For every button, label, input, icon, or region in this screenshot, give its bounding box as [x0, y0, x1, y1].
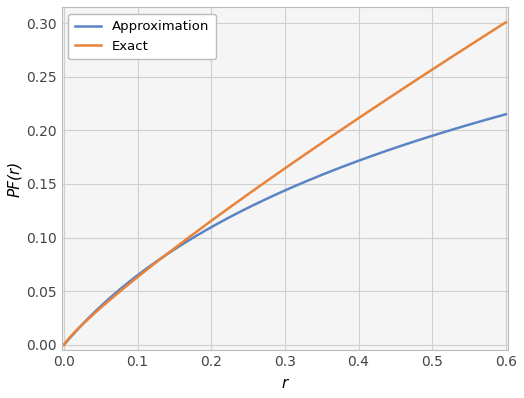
Exact: [406, 83, 412, 88]
Approximation: [503, 112, 509, 117]
Exact: [255, 184, 261, 189]
Exact: [364, 110, 370, 115]
Approximation: [106, 296, 112, 301]
Approximation: [364, 155, 370, 160]
Approximation: [413, 139, 420, 143]
Exact: [503, 20, 509, 25]
Exact: [106, 298, 112, 303]
Line: Exact: Exact: [64, 22, 506, 345]
Y-axis label: PF(r): PF(r): [7, 160, 22, 197]
Legend: Approximation, Exact: Approximation, Exact: [68, 14, 216, 59]
Approximation: [61, 343, 67, 347]
Exact: [61, 343, 67, 347]
Exact: [413, 78, 420, 82]
Line: Approximation: Approximation: [64, 114, 506, 345]
Approximation: [406, 141, 412, 146]
Exact: [239, 196, 246, 201]
X-axis label: r: r: [282, 376, 288, 391]
Approximation: [255, 200, 261, 205]
Approximation: [239, 208, 246, 213]
